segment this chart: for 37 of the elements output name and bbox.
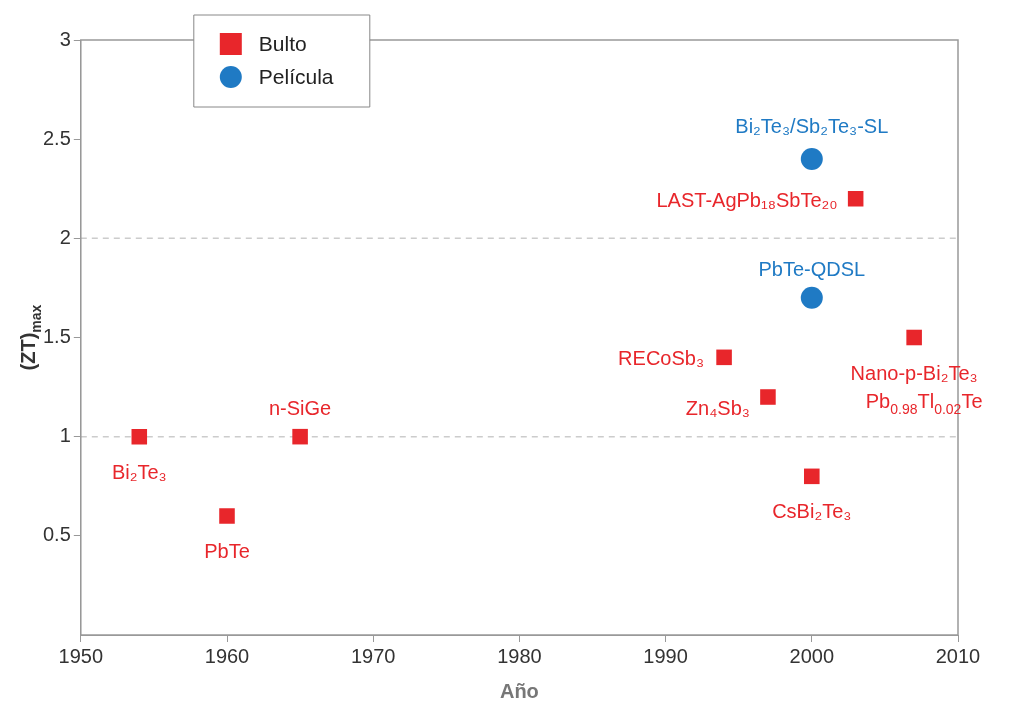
point (716, 349, 732, 366)
point (800, 148, 823, 170)
point (219, 508, 235, 524)
annotation: Zn₄Sb₃ (685, 397, 750, 419)
point (760, 389, 776, 405)
annotation: n-SiGe (268, 396, 332, 419)
point (800, 286, 823, 309)
annotation: CsBi₂Te₃ (772, 500, 852, 523)
y-tick-label: 2.5 (42, 126, 71, 149)
y-tick-label: 1.5 (42, 325, 71, 348)
legend-label: Película (258, 65, 334, 88)
annotation: RECoSb₃ (618, 347, 705, 370)
y-axis-title: (ZT)max (17, 304, 44, 371)
annotation: Nano-p-Bi₂Te₃ (850, 361, 978, 384)
y-tick-label: 2 (59, 225, 71, 248)
point (847, 190, 864, 207)
point (804, 468, 820, 485)
legend-label: Bulto (258, 32, 307, 55)
y-tick-label: 0.5 (42, 523, 71, 546)
x-tick-label: 2010 (935, 644, 981, 667)
x-tick-label: 1950 (58, 644, 104, 667)
point (131, 428, 148, 445)
point (292, 428, 308, 445)
annotation: Bi₂Te₃ (111, 460, 167, 483)
x-tick-label: 1960 (204, 644, 250, 667)
annotation: Bi₂Te₃/Sb₂Te₃-SL (735, 115, 889, 137)
x-tick-label: 1990 (643, 644, 688, 667)
annotation: PbTe (204, 540, 250, 562)
point (906, 329, 922, 346)
y-tick-label: 3 (59, 27, 71, 50)
x-tick-label: 2000 (789, 644, 835, 667)
x-tick-label: 1970 (350, 644, 396, 667)
annotation: LAST-AgPb₁₈SbTe₂₀ (656, 188, 838, 211)
annotation: PbTe-QDSL (758, 257, 866, 280)
x-axis-title: Año (499, 679, 539, 702)
x-tick-label: 1980 (497, 644, 542, 667)
y-tick-label: 1 (59, 424, 71, 447)
